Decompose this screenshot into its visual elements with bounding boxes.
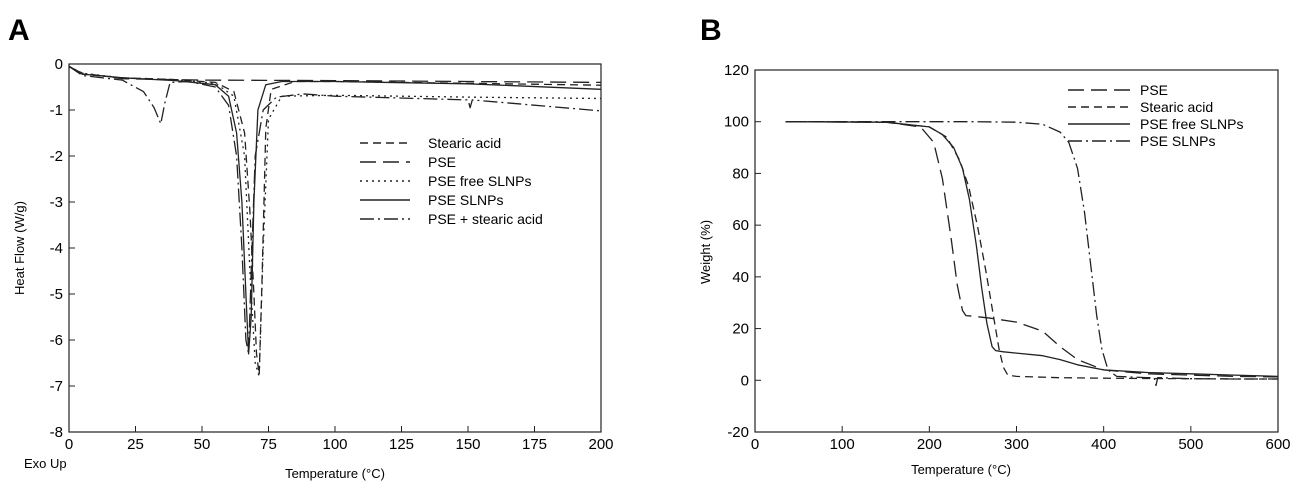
panel-label-b: B — [700, 14, 722, 47]
legend-label-pse-slnps: PSE SLNPs — [1140, 133, 1215, 149]
legend-label-pse-slnps: PSE SLNPs — [428, 192, 503, 208]
x-tick-label: 400 — [1091, 436, 1116, 453]
x-tick-label: 150 — [455, 436, 480, 453]
panel-label-a: A — [8, 14, 30, 47]
x-tick-labels-b: 0 100 200 300 400 500 600 — [751, 426, 1291, 453]
series-line-pse — [68, 66, 602, 84]
series-line-pse-free-slnps — [785, 121, 1279, 378]
y-tick-label: -3 — [50, 194, 63, 211]
x-tick-label: 100 — [830, 436, 855, 453]
series-lines-b — [785, 121, 1279, 387]
x-tick-label: 0 — [751, 436, 759, 453]
x-tick-label: 125 — [389, 436, 414, 453]
legend-label-pse: PSE — [428, 154, 456, 170]
y-axis-label-a: Heat Flow (W/g) — [12, 201, 27, 295]
series-line-pse-slnps — [785, 121, 1278, 387]
series-line-pse-slnps — [68, 65, 602, 355]
legend-label-pse-plus-stearic-acid: PSE + stearic acid — [428, 211, 543, 227]
y-tick-label: 0 — [741, 372, 749, 389]
x-tick-label: 75 — [260, 436, 277, 453]
series-line-pse — [785, 121, 1279, 378]
y-tick-label: 60 — [732, 217, 749, 234]
panel-a: A 0 -1 -2 -3 -4 -5 -6 -7 -8 0 25 50 75 100 125 150 175 2… — [8, 14, 614, 481]
x-axis-label-b: Temperature (°C) — [911, 462, 1011, 477]
x-tick-label: 50 — [194, 436, 211, 453]
legend-label-pse-free-slnps: PSE free SLNPs — [1140, 116, 1244, 132]
plot-frame-a — [68, 63, 602, 433]
y-tick-label: -1 — [50, 102, 63, 119]
legend-label-pse: PSE — [1140, 82, 1168, 98]
x-axis-label-a: Temperature (°C) — [285, 466, 385, 481]
y-tick-label: 20 — [732, 321, 749, 338]
y-tick-label: 120 — [724, 62, 749, 79]
x-tick-label: 100 — [322, 436, 347, 453]
x-tick-label: 175 — [522, 436, 547, 453]
y-axis-label-b: Weight (%) — [698, 220, 713, 284]
x-tick-label: 600 — [1265, 436, 1290, 453]
x-tick-label: 500 — [1178, 436, 1203, 453]
y-tick-label: -5 — [50, 286, 63, 303]
x-tick-label: 200 — [588, 436, 613, 453]
x-tick-label: 200 — [917, 436, 942, 453]
legend-label-pse-free-slnps: PSE free SLNPs — [428, 173, 532, 189]
y-tick-label: -7 — [50, 378, 63, 395]
legend-label-stearic-acid: Stearic acid — [428, 135, 501, 151]
series-lines-a — [68, 65, 602, 378]
y-tick-label: 100 — [724, 114, 749, 131]
exo-up-note: Exo Up — [24, 456, 67, 471]
series-line-stearic-acid — [785, 121, 1278, 380]
y-tick-label: -20 — [727, 424, 749, 441]
y-tick-label: -8 — [50, 424, 63, 441]
x-tick-label: 0 — [65, 436, 73, 453]
series-line-pse-plus-stearic-acid — [68, 65, 602, 355]
x-tick-label: 300 — [1004, 436, 1029, 453]
y-tick-label: -2 — [50, 148, 63, 165]
y-tick-label: 0 — [55, 56, 63, 73]
y-tick-label: -6 — [50, 332, 63, 349]
y-tick-labels-b: -20 0 20 40 60 80 100 120 — [724, 62, 761, 441]
legend-label-stearic-acid: Stearic acid — [1140, 99, 1213, 115]
x-tick-labels-a: 0 25 50 75 100 125 150 175 200 — [65, 426, 614, 453]
y-tick-label: -4 — [50, 240, 63, 257]
y-tick-label: 80 — [732, 165, 749, 182]
y-tick-label: 40 — [732, 269, 749, 286]
y-tick-labels-a: 0 -1 -2 -3 -4 -5 -6 -7 -8 — [50, 56, 75, 441]
x-tick-label: 25 — [127, 436, 144, 453]
legend-a: Stearic acid PSE PSE free SLNPs PSE SLNPs PS… — [360, 135, 543, 227]
